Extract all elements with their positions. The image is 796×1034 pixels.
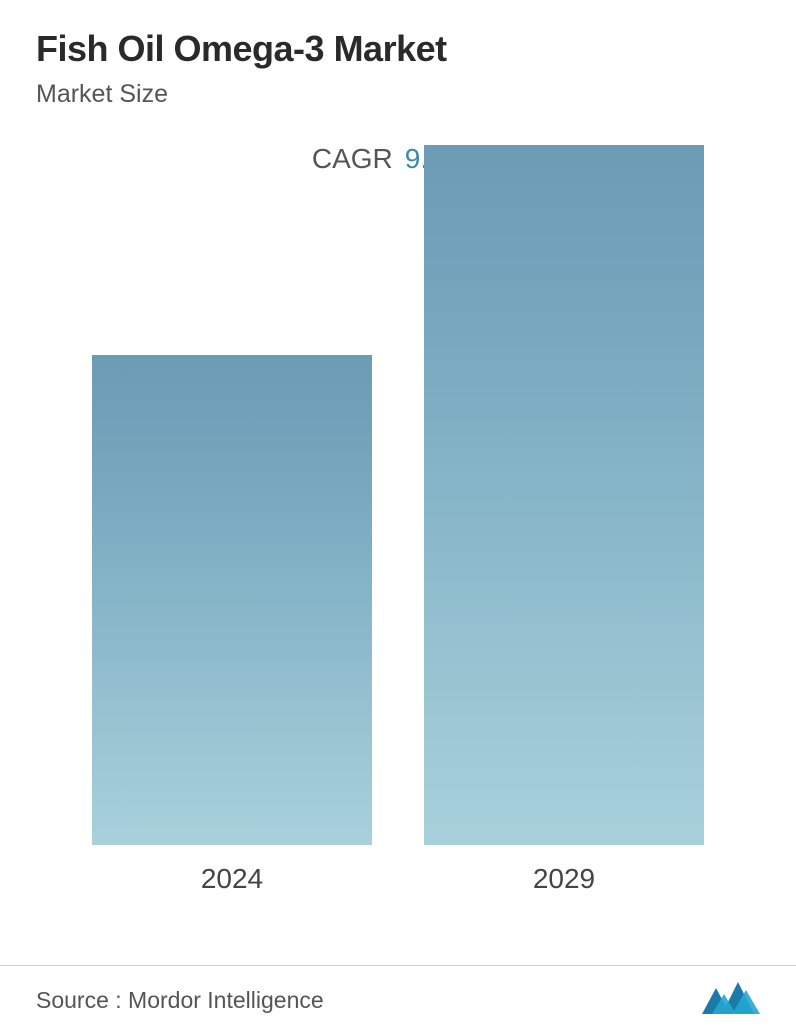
bar-label-0: 2024 — [201, 863, 263, 895]
bar-0 — [92, 355, 372, 845]
bar-group-1: 2029 — [424, 145, 704, 895]
footer-divider — [0, 965, 796, 966]
brand-logo-icon — [702, 982, 760, 1014]
cagr-label: CAGR — [312, 143, 393, 175]
footer: Source : Mordor Intelligence — [36, 982, 760, 1014]
bar-group-0: 2024 — [92, 355, 372, 895]
bar-chart: 2024 2029 — [36, 195, 760, 895]
page-title: Fish Oil Omega-3 Market — [36, 28, 760, 70]
bars-container: 2024 2029 — [36, 195, 760, 895]
bar-label-1: 2029 — [533, 863, 595, 895]
bar-1 — [424, 145, 704, 845]
page-subtitle: Market Size — [36, 80, 760, 109]
source-text: Source : Mordor Intelligence — [36, 987, 324, 1014]
